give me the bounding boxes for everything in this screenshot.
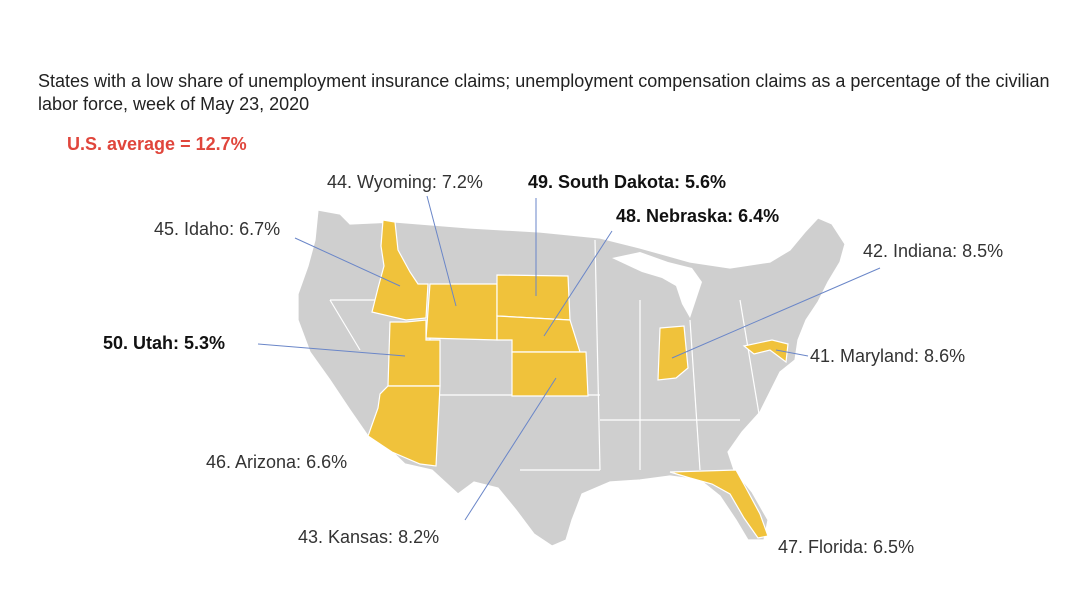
leader-line-maryland [775,349,809,357]
us-average-label: U.S. average = 12.7% [67,134,247,154]
state-indiana [657,325,689,381]
leader-line-indiana [671,267,881,359]
state-arizona [367,385,441,467]
leader-line-nebraska [543,230,613,337]
label-wyoming: 44. Wyoming: 7.2% [327,172,483,192]
state-utah [387,319,441,387]
leader-line-wyoming [426,195,457,307]
label-kansas: 43. Kansas: 8.2% [298,527,440,547]
label-utah: 50. Utah: 5.3% [103,333,226,353]
leader-line-idaho [294,237,401,287]
label-indiana: 42. Indiana: 8.5% [863,241,1004,261]
state-kansas [511,351,589,397]
label-florida: 47. Florida: 6.5% [778,537,915,557]
map-subtitle: States with a low share of unemployment … [38,71,1050,114]
leader-line-kansas [464,377,557,521]
label-arizona: 46. Arizona: 6.6% [206,452,348,472]
label-nebraska: 48. Nebraska: 6.4% [616,206,780,226]
state-wyoming [425,283,498,341]
state-maryland [742,339,789,364]
label-idaho: 45. Idaho: 6.7% [154,219,281,239]
label-maryland: 41. Maryland: 8.6% [810,346,966,366]
state-idaho [371,219,429,321]
great-lakes [612,252,702,318]
leader-line-utah [257,343,406,357]
state-florida [669,469,769,539]
label-south-dakota: 49. South Dakota: 5.6% [528,172,727,192]
